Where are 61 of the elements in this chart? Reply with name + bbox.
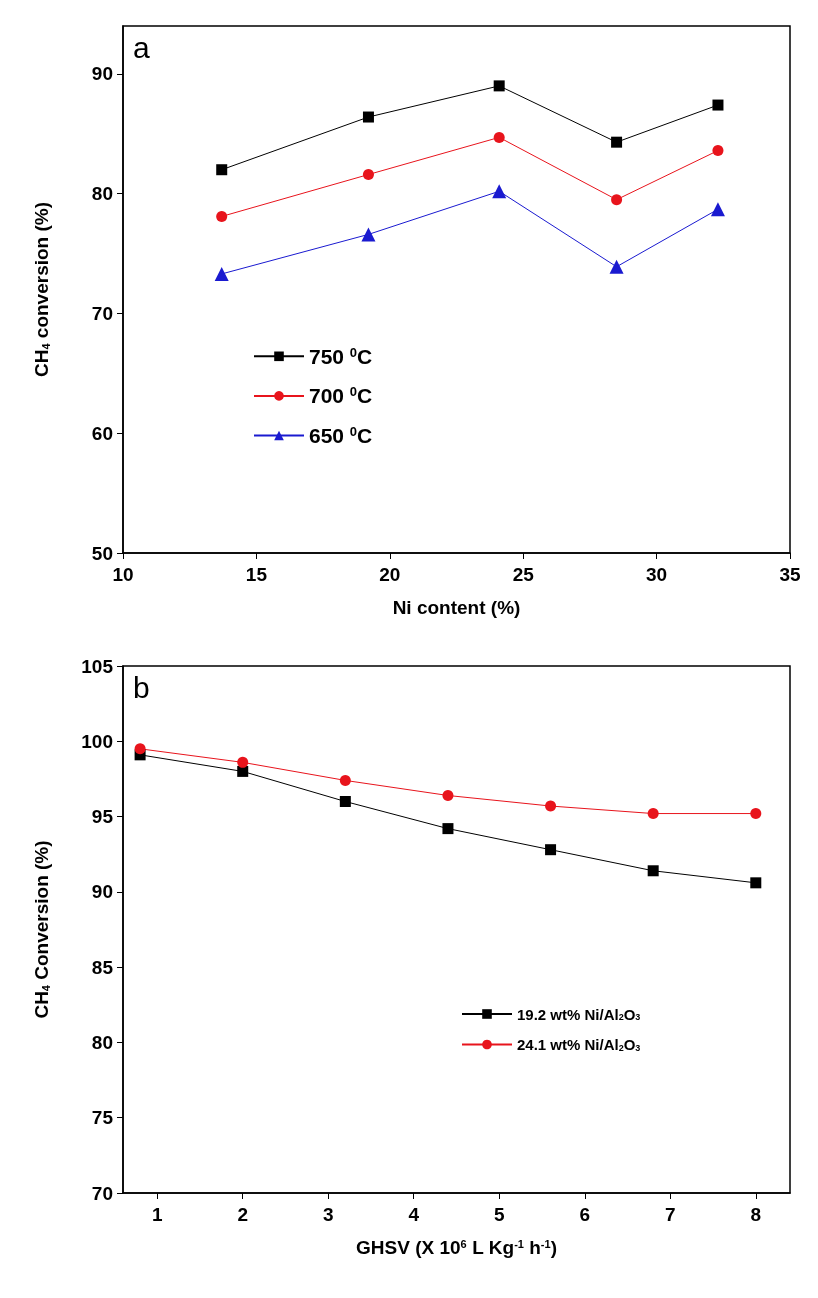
point (362, 169, 374, 181)
x-tick-label: 30 (646, 564, 668, 585)
annotation: b (133, 670, 150, 704)
x-tick-label: 6 (579, 1204, 591, 1225)
x-tick-label: 35 (779, 564, 801, 585)
point (361, 227, 376, 242)
x-tick-label: 5 (493, 1204, 505, 1225)
point (545, 844, 557, 856)
x-tick-label: 25 (512, 564, 535, 585)
point (214, 266, 229, 281)
x-tick-label: 20 (379, 564, 401, 585)
x-tick-label: 15 (245, 564, 268, 585)
y-tick-label: 80 (91, 1031, 113, 1053)
point (442, 823, 454, 835)
y-tick-label: 95 (91, 806, 114, 828)
point (134, 743, 146, 755)
x-tick-label: 2 (237, 1204, 249, 1225)
point (237, 756, 249, 768)
point (611, 136, 623, 148)
point (647, 808, 659, 820)
y-tick-label: 105 (81, 655, 114, 677)
x-axis-title: Ni content (%) (392, 597, 521, 618)
y-tick-label: 85 (91, 956, 114, 978)
x-tick-label: 1 (151, 1204, 163, 1225)
point (611, 194, 623, 206)
point (216, 164, 228, 176)
y-tick-label: 75 (91, 1107, 114, 1129)
point (545, 800, 557, 812)
point (442, 789, 454, 801)
annotation: a (133, 30, 150, 64)
y-tick-label: 80 (91, 183, 113, 205)
point (339, 774, 351, 786)
point (710, 202, 725, 217)
y-tick-label: 90 (91, 63, 113, 85)
y-tick-label: 50 (91, 542, 113, 564)
x-tick-label: 7 (664, 1204, 676, 1225)
y-tick-label: 60 (91, 422, 113, 444)
x-tick-label: 3 (322, 1204, 334, 1225)
y-tick-label: 70 (91, 302, 113, 324)
point (712, 99, 724, 111)
point (237, 765, 249, 777)
x-tick-label: 10 (112, 564, 134, 585)
y-tick-label: 70 (91, 1182, 113, 1204)
point (712, 145, 724, 157)
point (216, 210, 228, 222)
point (362, 111, 374, 123)
point (750, 877, 762, 889)
point (750, 808, 762, 820)
point (339, 796, 351, 808)
legend-label: 19.2 wt% Ni/Al2O3 (517, 1005, 641, 1023)
y-tick-label: 100 (81, 730, 113, 752)
point (647, 865, 659, 877)
x-tick-label: 8 (750, 1204, 762, 1225)
point (609, 259, 624, 274)
point (493, 80, 505, 92)
legend-label: 24.1 wt% Ni/Al2O3 (517, 1036, 641, 1053)
point (492, 184, 507, 199)
y-axis-title: CH4 Conversion (%) (31, 840, 52, 1019)
x-tick-label: 4 (408, 1204, 420, 1225)
point (493, 131, 505, 143)
y-tick-label: 90 (91, 881, 113, 903)
